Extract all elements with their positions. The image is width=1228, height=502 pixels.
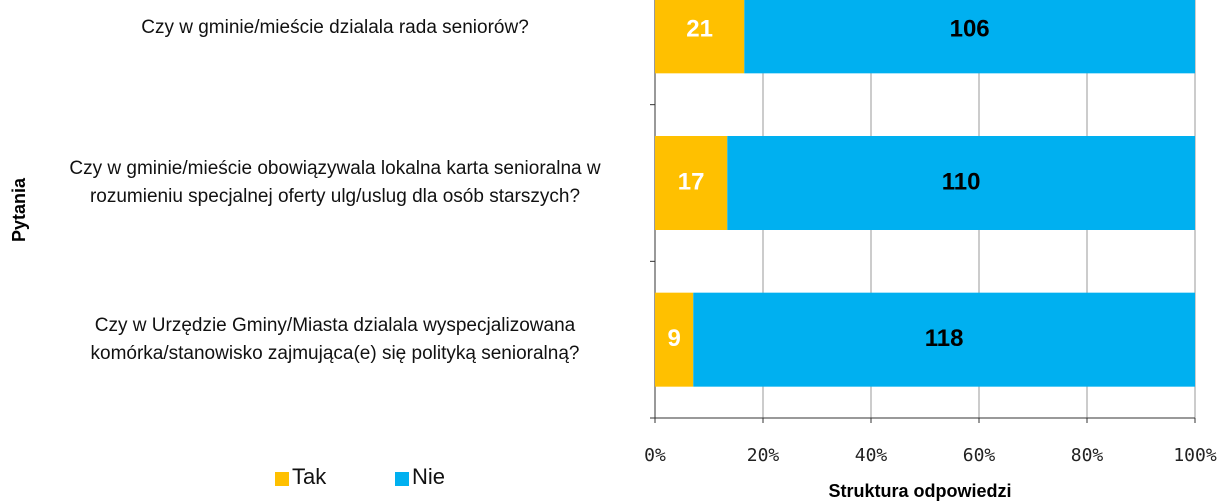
y-tick-label: Czy w gminie/mieście obowiązywala lokaln… [69, 158, 601, 207]
data-label: 17 [678, 168, 705, 195]
x-tick-label: 40% [855, 445, 888, 466]
x-tick-label: 60% [963, 445, 996, 466]
x-axis-title: Struktura odpowiedzi [828, 481, 1011, 501]
y-axis-title: Pytania [9, 177, 29, 242]
bar-segment [727, 136, 1195, 230]
x-tick-label: 0% [644, 445, 666, 466]
legend-label: Nie [412, 464, 445, 489]
bar-segment [655, 0, 745, 74]
bar-segment [744, 0, 1195, 74]
bar-segment [655, 292, 694, 387]
y-tick-label: Czy w gminie/mieście dzialala rada senio… [141, 17, 529, 38]
x-tick-label: 20% [747, 445, 780, 466]
data-label: 110 [942, 168, 981, 195]
bar-segment [693, 292, 1195, 387]
data-label: 118 [925, 325, 964, 352]
data-label: 9 [667, 325, 680, 352]
legend-swatch [395, 472, 409, 486]
data-label: 106 [950, 15, 990, 42]
y-tick-label: Czy w Urzędzie Gminy/Miasta dzialala wys… [90, 314, 580, 364]
legend-label: Tak [292, 464, 327, 489]
data-label: 21 [686, 15, 713, 42]
legend-swatch [275, 472, 289, 486]
x-tick-label: 100% [1173, 445, 1217, 466]
bar-segment [655, 136, 728, 230]
x-tick-label: 80% [1071, 445, 1104, 466]
